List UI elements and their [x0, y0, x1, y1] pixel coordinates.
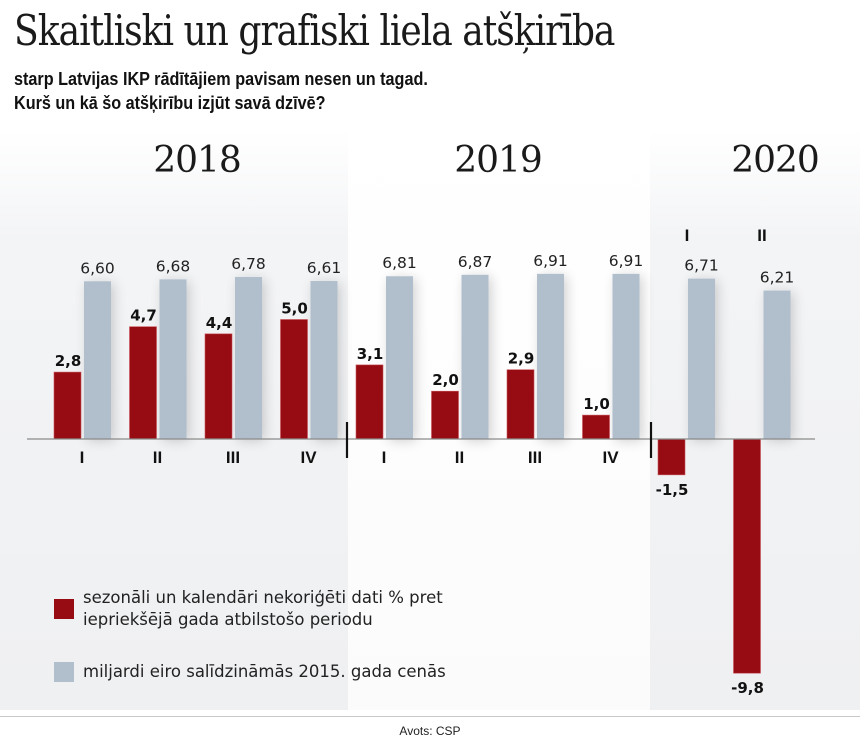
- quarter-label: I: [685, 226, 690, 245]
- legend-swatch-grey: [54, 662, 74, 682]
- quarter-label: I: [80, 448, 85, 467]
- bar-growth: [280, 319, 308, 440]
- legend-label-growth: sezonāli un kalendāri nekoriģēti dati % …: [83, 587, 443, 631]
- data-label-gdp: 6,21: [760, 269, 795, 287]
- data-label-gdp: 6,81: [382, 254, 417, 272]
- footer-divider: [0, 716, 860, 717]
- bar-gdp: [235, 276, 262, 439]
- quarter-label: II: [153, 448, 162, 467]
- bar-growth: [355, 364, 384, 440]
- chart-subtitle: starp Latvijas IKP rādītājiem pavisam ne…: [14, 67, 428, 115]
- legend-line: sezonāli un kalendāri nekoriģēti dati % …: [83, 588, 443, 607]
- year-label-2019: 2019: [454, 140, 543, 181]
- data-label-gdp: 6,68: [156, 257, 191, 275]
- legend-line: iepriekšējā gada atbilstošo periodu: [83, 610, 373, 629]
- bar-growth: [657, 438, 686, 476]
- bar-gdp: [159, 279, 187, 439]
- data-label-growth: 1,0: [583, 395, 610, 413]
- bar-growth: [733, 438, 761, 674]
- data-label-growth: 2,0: [432, 371, 459, 389]
- bar-gdp: [612, 273, 640, 439]
- data-label-gdp: 6,91: [533, 252, 568, 270]
- bar-growth: [506, 369, 535, 440]
- data-label-gdp: 6,60: [80, 259, 115, 277]
- bar-growth: [129, 326, 157, 440]
- quarter-label: II: [455, 448, 464, 467]
- year-label-2020: 2020: [731, 140, 820, 181]
- data-label-gdp: 6,91: [609, 252, 644, 270]
- subtitle-line-2: Kurš un kā šo atšķirību izjūt savā dzīvē…: [14, 93, 326, 113]
- bar-gdp: [688, 278, 715, 439]
- legend-label-gdp: miljardi eiro salīdzināmās 2015. gada ce…: [83, 662, 446, 681]
- source-note: Avots: CSP: [399, 724, 461, 738]
- bar-growth: [582, 414, 610, 440]
- chart-title: Skaitliski un grafiski liela atšķirība: [14, 6, 615, 55]
- quarter-label: IV: [300, 448, 317, 467]
- legend-item-gdp: miljardi eiro salīdzināmās 2015. gada ce…: [54, 661, 446, 683]
- bar-gdp: [84, 281, 111, 439]
- quarter-label: III: [226, 448, 240, 467]
- bar-gdp: [763, 290, 791, 439]
- data-label-growth: 4,7: [130, 307, 157, 325]
- quarter-label: IV: [602, 448, 619, 467]
- year-label-2018: 2018: [153, 140, 242, 181]
- data-label-growth: -1,5: [656, 481, 689, 499]
- bar-growth: [204, 333, 233, 440]
- data-label-gdp: 6,71: [684, 257, 719, 275]
- data-label-growth: 5,0: [281, 300, 308, 318]
- data-label-gdp: 6,78: [231, 255, 266, 273]
- quarter-label: II: [757, 226, 766, 245]
- bar-gdp: [310, 281, 338, 439]
- bar-gdp: [461, 274, 489, 439]
- quarter-label: III: [528, 448, 542, 467]
- bar-growth: [53, 371, 82, 440]
- subtitle-line-1: starp Latvijas IKP rādītājiem pavisam ne…: [14, 69, 428, 89]
- legend-swatch-red: [54, 599, 74, 619]
- bar-gdp: [537, 273, 564, 439]
- data-label-gdp: 6,61: [307, 259, 342, 277]
- legend-item-growth: sezonāli un kalendāri nekoriģēti dati % …: [54, 587, 443, 631]
- data-label-gdp: 6,87: [458, 253, 493, 271]
- data-label-growth: 2,8: [55, 352, 82, 370]
- data-label-growth: 4,4: [206, 314, 233, 332]
- bar-growth: [431, 390, 459, 440]
- data-label-growth: -9,8: [731, 679, 764, 697]
- bar-gdp: [386, 276, 413, 439]
- data-label-growth: 2,9: [508, 350, 535, 368]
- data-label-growth: 3,1: [357, 345, 384, 363]
- quarter-label: I: [382, 448, 387, 467]
